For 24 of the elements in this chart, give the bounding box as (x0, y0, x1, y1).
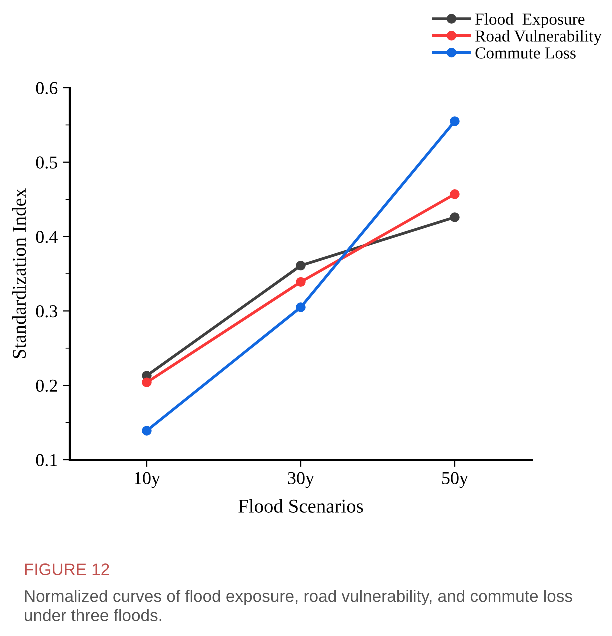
point (296, 302, 306, 312)
legend-label: Flood Exposure (476, 13, 585, 28)
x-tick-label: 10y (135, 472, 160, 488)
legend-label: Commute Loss (476, 48, 576, 59)
y-tick-label: 0.3 (36, 305, 58, 318)
caption: FIGURE 12 (25, 564, 110, 576)
x-tick-label: 50y (442, 472, 468, 488)
y-tick-label: 0.5 (36, 156, 58, 169)
point (142, 378, 152, 388)
point (450, 190, 460, 200)
x-tick-label: 30y (288, 472, 314, 488)
y-tick-label: 0.6 (36, 82, 58, 95)
y-axis-title: Standardization Index (12, 188, 26, 358)
point (450, 116, 460, 126)
text: Normalized curves of flood exposure, road vulnerability, and commute loss under three floods. (25, 590, 572, 622)
x-axis-title: Flood Scenarios (238, 499, 364, 513)
y-tick-label: 0.1 (36, 454, 58, 467)
y-tick-label: 0.4 (36, 231, 58, 244)
point (296, 260, 306, 271)
legend-label: Road Vulnerability (476, 30, 602, 46)
point (142, 426, 152, 436)
point (450, 212, 460, 222)
point (296, 277, 306, 288)
y-tick-label: 0.2 (36, 380, 58, 392)
